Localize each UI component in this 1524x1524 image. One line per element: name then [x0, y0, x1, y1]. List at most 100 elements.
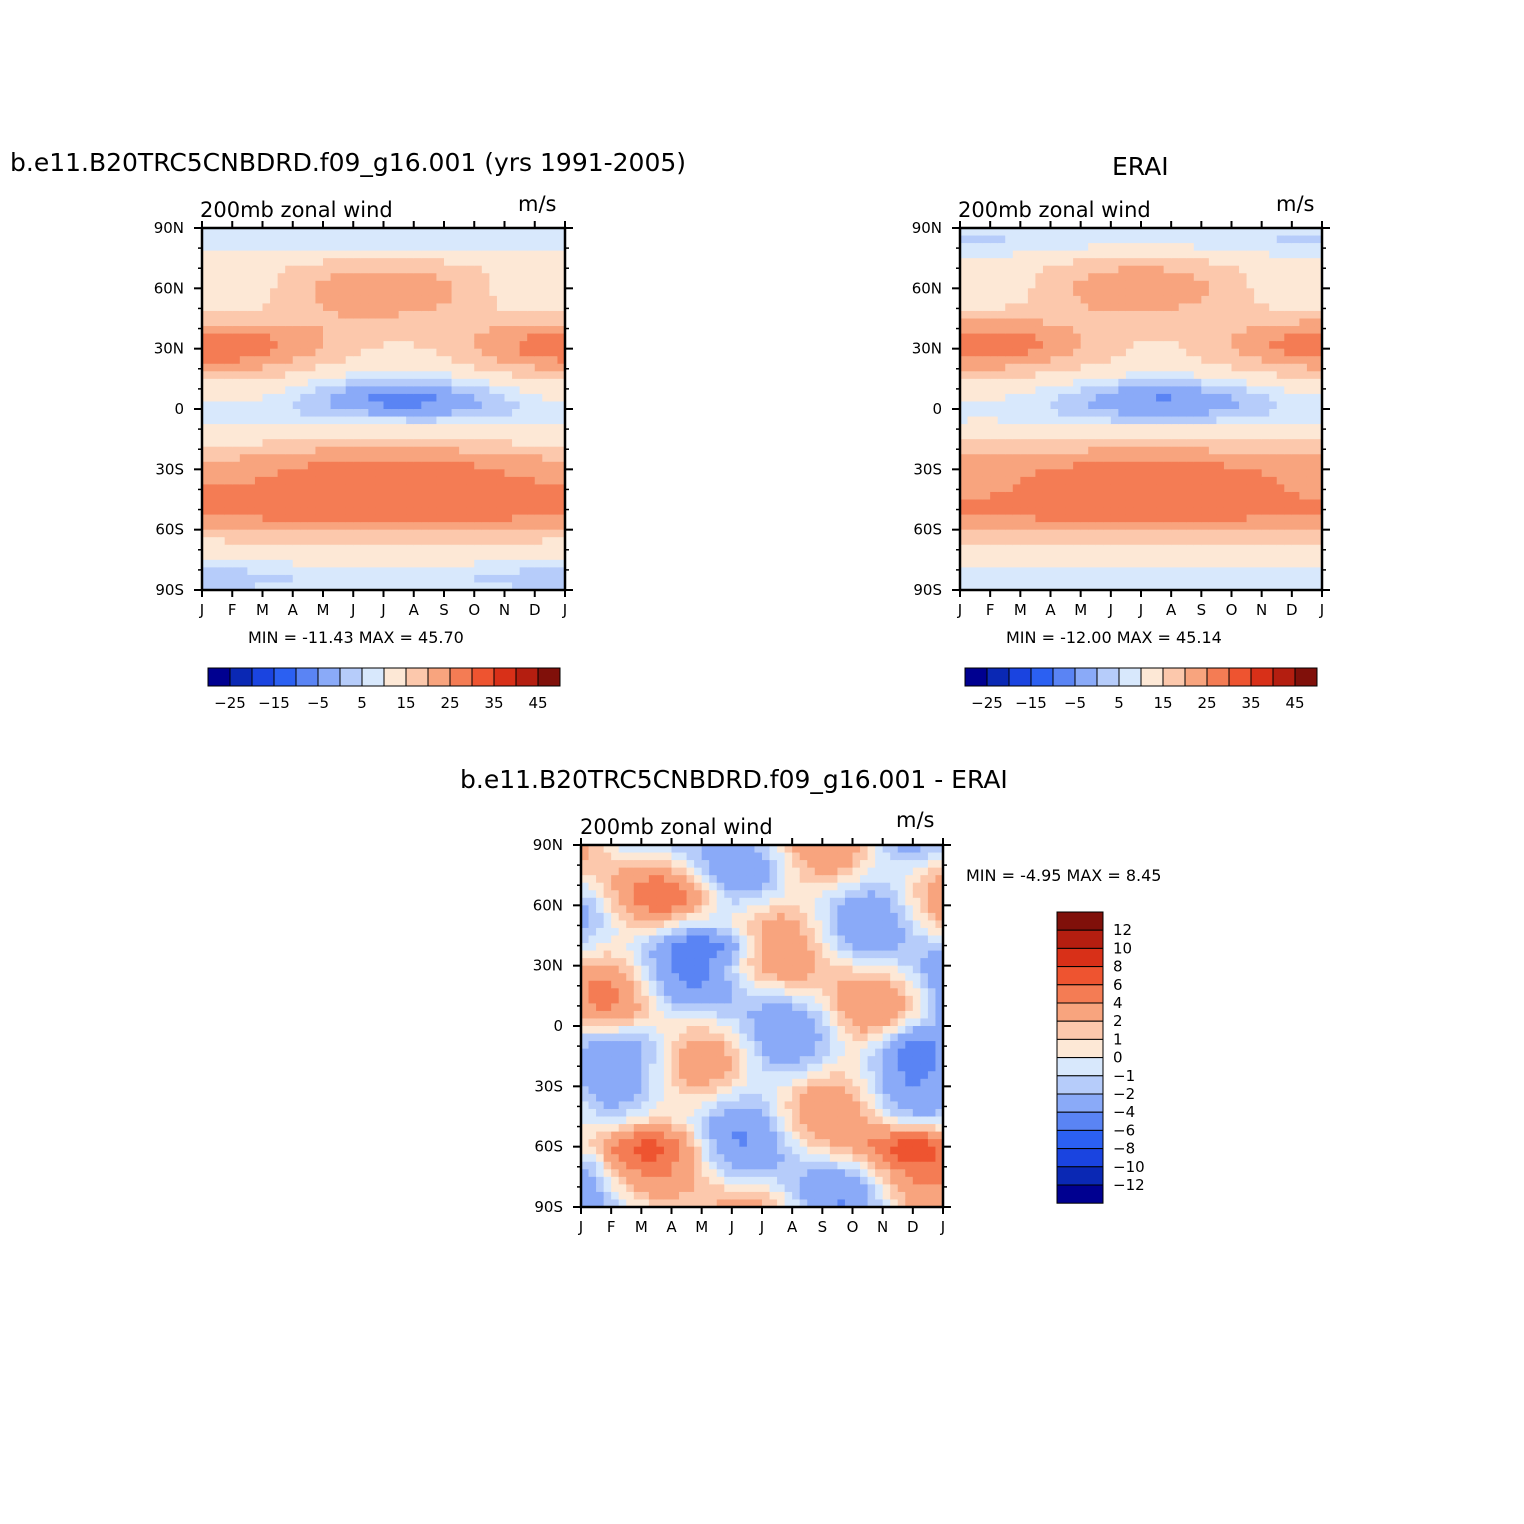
heatmap-cell [1012, 574, 1021, 584]
heatmap-cell [1156, 484, 1165, 493]
heatmap-cell [1141, 559, 1150, 568]
heatmap-cell [1088, 514, 1097, 523]
heatmap-cell [209, 507, 218, 516]
heatmap-cell [1042, 341, 1052, 350]
heatmap-cell [982, 507, 991, 516]
heatmap-cell [239, 250, 248, 259]
heatmap-cell [345, 522, 354, 531]
heatmap-cell [383, 446, 392, 455]
heatmap-cell [1291, 522, 1300, 531]
heatmap-cell [1261, 280, 1270, 289]
heatmap-cell [270, 491, 279, 501]
heatmap-cell [224, 461, 233, 470]
heatmap-cell [1012, 522, 1021, 531]
heatmap-cell [1276, 522, 1285, 531]
heatmap-cell [1103, 228, 1112, 237]
heatmap-cell [581, 1010, 590, 1020]
heatmap-cell [1284, 243, 1293, 252]
heatmap-cell [527, 567, 536, 576]
heatmap-cell [315, 265, 324, 274]
heatmap-cell [496, 582, 506, 591]
heatmap-cell [360, 273, 369, 282]
heatmap-cell [239, 567, 248, 576]
heatmap-cell [1254, 544, 1263, 553]
heatmap-cell [534, 303, 543, 312]
heatmap-cell [1050, 582, 1059, 591]
heatmap-cell [1269, 250, 1278, 259]
heatmap-cell [406, 326, 415, 335]
heatmap-cell [1299, 544, 1308, 553]
heatmap-cell [323, 469, 332, 478]
x-tick-label: S [1197, 601, 1207, 619]
heatmap-cell [285, 507, 294, 516]
heatmap-cell [967, 401, 976, 410]
heatmap-cell [1299, 446, 1308, 455]
heatmap-cell [375, 529, 385, 538]
heatmap-cell [527, 499, 536, 508]
heatmap-cell [975, 582, 984, 591]
heatmap-cell [413, 469, 422, 478]
heatmap-cell [277, 454, 286, 463]
heatmap-cell [603, 1041, 612, 1050]
heatmap-cell [1065, 559, 1074, 568]
heatmap-cell [202, 416, 211, 425]
heatmap-cell [1012, 439, 1021, 448]
heatmap-cell [997, 371, 1006, 380]
heatmap-cell [338, 567, 347, 576]
heatmap-cell [398, 484, 407, 493]
heatmap-cell [474, 386, 483, 395]
heatmap-cell [1306, 537, 1316, 546]
heatmap-cell [375, 386, 385, 395]
heatmap-cell [292, 288, 301, 297]
heatmap-cell [1035, 326, 1044, 335]
heatmap-cell [368, 491, 377, 501]
heatmap-cell [1118, 356, 1127, 365]
heatmap-cell [960, 386, 969, 395]
heatmap-cell [1020, 243, 1029, 252]
heatmap-cell [277, 258, 286, 267]
heatmap-cell [224, 341, 233, 350]
heatmap-cell [254, 378, 264, 387]
heatmap-cell [967, 522, 976, 531]
heatmap-cell [391, 288, 400, 297]
heatmap-cell [1103, 574, 1112, 584]
heatmap-cell [1141, 454, 1150, 463]
heatmap-cell [1201, 258, 1210, 267]
heatmap-cell [262, 522, 271, 531]
heatmap-cell [1110, 258, 1119, 267]
heatmap-cell [542, 446, 551, 455]
heatmap-cell [1314, 371, 1323, 380]
heatmap-cell [1005, 326, 1014, 335]
heatmap-cell [1284, 250, 1293, 259]
heatmap-cell [217, 582, 226, 591]
heatmap-cell [1171, 363, 1180, 372]
heatmap-cell [1148, 537, 1157, 546]
heatmap-cell [1276, 582, 1285, 591]
heatmap-cell [1125, 454, 1135, 463]
heatmap-cell [1208, 514, 1218, 523]
heatmap-cell [496, 522, 506, 531]
heatmap-cell [534, 288, 543, 297]
heatmap-cell [1148, 401, 1157, 410]
heatmap-cell [581, 1116, 590, 1125]
heatmap-cell [1118, 273, 1127, 282]
heatmap-cell [428, 409, 438, 418]
heatmap-cell [398, 431, 407, 440]
heatmap-cell [1299, 431, 1308, 440]
heatmap-cell [239, 310, 248, 320]
heatmap-cell [960, 446, 969, 455]
heatmap-cell [436, 491, 445, 501]
heatmap-cell [466, 295, 475, 305]
heatmap-cell [1284, 522, 1293, 531]
heatmap-cell [967, 559, 976, 568]
heatmap-cell [391, 514, 400, 523]
heatmap-cell [444, 416, 453, 425]
heatmap-cell [1201, 348, 1210, 357]
heatmap-cell [285, 333, 294, 342]
heatmap-cell [1020, 544, 1029, 553]
heatmap-cell [496, 537, 506, 546]
heatmap-cell [512, 401, 521, 410]
heatmap-cell [1246, 484, 1255, 493]
heatmap-cell [1080, 265, 1089, 274]
heatmap-cell [990, 378, 999, 387]
